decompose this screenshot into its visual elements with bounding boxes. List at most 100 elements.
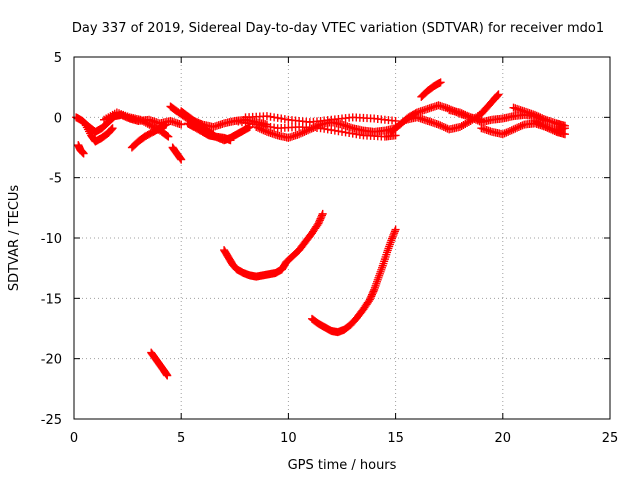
data-point — [226, 136, 235, 145]
y-tick-label: 5 — [54, 51, 62, 66]
y-axis-label: SDTVAR / TECUs — [7, 185, 22, 292]
x-tick-label: 20 — [495, 431, 512, 446]
data-point — [261, 127, 270, 136]
data-point — [434, 120, 443, 129]
data-point — [541, 122, 550, 131]
data-point — [177, 155, 186, 164]
data-point — [163, 371, 172, 380]
data-point — [505, 127, 514, 136]
data-point — [548, 126, 557, 135]
data-point — [391, 131, 400, 140]
data-point — [162, 120, 171, 129]
series-track-e — [100, 108, 173, 141]
data-point — [436, 121, 445, 130]
series-track-b — [74, 141, 88, 158]
y-tick-label: -5 — [49, 172, 62, 187]
data-point — [295, 130, 304, 139]
data-point — [389, 230, 398, 239]
data-point — [500, 129, 509, 138]
x-tick-label: 25 — [602, 431, 619, 446]
data-point — [518, 121, 527, 130]
series-track-t — [220, 209, 327, 281]
data-point — [318, 209, 327, 218]
data-point — [436, 78, 445, 87]
data-point — [369, 287, 378, 296]
data-point — [494, 90, 503, 99]
data-point — [560, 121, 569, 130]
series-track-f — [168, 143, 186, 164]
data-point — [473, 116, 482, 125]
series-track-v — [147, 348, 172, 380]
data-points — [72, 78, 569, 380]
data-point — [463, 111, 472, 120]
data-point — [545, 124, 554, 133]
data-point — [464, 112, 473, 121]
plot-frame — [73, 56, 611, 420]
chart-title: Day 337 of 2019, Sidereal Day-to-day VTE… — [72, 21, 604, 36]
data-point — [468, 114, 477, 123]
data-point — [300, 127, 309, 136]
y-tick-label: -15 — [41, 292, 62, 307]
data-point — [507, 126, 516, 135]
data-point — [493, 92, 502, 101]
series-track-i — [183, 119, 235, 145]
data-point — [504, 127, 513, 136]
data-point — [538, 114, 547, 123]
x-tick-label: 15 — [387, 431, 404, 446]
data-point — [107, 125, 116, 134]
data-point — [511, 124, 520, 133]
data-point — [108, 124, 117, 133]
data-point — [470, 114, 479, 123]
data-point — [390, 229, 399, 238]
data-point — [560, 130, 569, 139]
series-track-c — [80, 119, 117, 146]
data-point — [164, 132, 173, 141]
x-axis-label: GPS time / hours — [288, 458, 397, 473]
series-track-n — [417, 78, 445, 101]
series-track-s — [530, 116, 569, 139]
data-point — [459, 110, 468, 119]
data-point — [547, 125, 556, 134]
data-point — [514, 122, 523, 131]
data-point — [472, 115, 480, 124]
data-point — [539, 114, 548, 123]
x-tick-label: 10 — [280, 431, 297, 446]
data-point — [107, 124, 116, 133]
data-point — [513, 123, 522, 132]
data-point — [543, 123, 552, 132]
data-point — [498, 130, 507, 139]
data-point — [296, 129, 305, 138]
data-point — [493, 91, 502, 100]
data-point — [390, 227, 399, 236]
data-point — [387, 236, 396, 245]
data-point — [177, 120, 186, 129]
y-tick-label: -10 — [41, 232, 62, 247]
series-track-o — [402, 90, 503, 134]
data-point — [509, 125, 518, 134]
data-point — [163, 131, 172, 140]
data-point — [502, 128, 511, 137]
series-track-r — [509, 103, 569, 130]
data-point — [457, 109, 466, 118]
data-point — [461, 110, 470, 119]
data-point — [388, 234, 397, 243]
data-point — [388, 232, 397, 241]
y-tick-label: -25 — [41, 413, 62, 428]
data-point — [539, 121, 548, 130]
data-point — [79, 149, 88, 158]
x-tick-label: 5 — [177, 431, 185, 446]
series-track-d — [127, 120, 171, 152]
y-tick-labels: -25 -20 -15 -10 -5 0 5 — [41, 51, 62, 428]
y-tick-label: 0 — [54, 111, 62, 126]
x-tick-labels: 0 5 10 15 20 25 — [70, 431, 618, 446]
x-tick-label: 0 — [70, 431, 78, 446]
data-point — [516, 122, 525, 131]
data-point — [391, 116, 400, 125]
data-point — [391, 225, 400, 234]
data-point — [441, 123, 450, 132]
data-point — [439, 122, 448, 131]
y-tick-label: -20 — [41, 353, 62, 368]
data-point — [257, 125, 266, 134]
data-point — [317, 211, 326, 220]
